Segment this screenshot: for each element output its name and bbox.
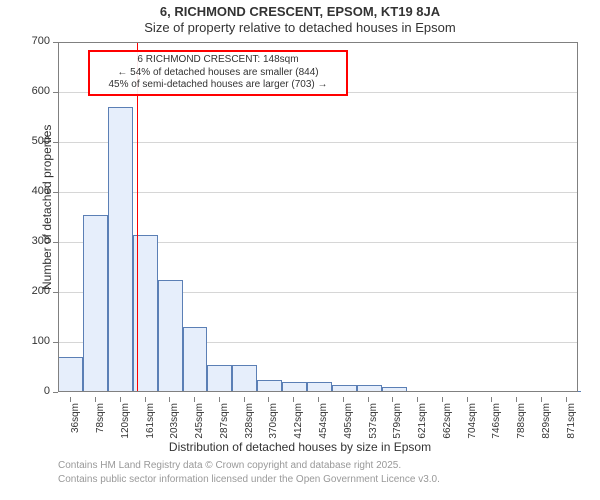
- x-tick-label: 746sqm: [491, 403, 502, 439]
- y-tick-label: 700: [32, 35, 50, 47]
- x-tick-label: 871sqm: [566, 403, 577, 439]
- y-tick-label: 100: [32, 335, 50, 347]
- x-tick-label: 704sqm: [467, 403, 478, 439]
- x-tick-label: 287sqm: [219, 403, 230, 439]
- x-tick-label: 788sqm: [516, 403, 527, 439]
- y-tick-label: 600: [32, 85, 50, 97]
- x-tick-label: 120sqm: [120, 403, 131, 439]
- x-tick-label: 36sqm: [70, 403, 81, 433]
- plot-border: [58, 42, 578, 392]
- chart-title-line2: Size of property relative to detached ho…: [0, 20, 600, 35]
- x-axis-label: Distribution of detached houses by size …: [0, 440, 600, 454]
- y-tick-label: 300: [32, 235, 50, 247]
- x-tick-label: 78sqm: [95, 403, 106, 433]
- y-tick-label: 500: [32, 135, 50, 147]
- x-tick-label: 621sqm: [417, 403, 428, 439]
- x-tick-label: 203sqm: [169, 403, 180, 439]
- credits-line1: Contains HM Land Registry data © Crown c…: [58, 460, 401, 471]
- y-tick-label: 400: [32, 185, 50, 197]
- y-axis-label: Number of detached properties: [40, 125, 54, 290]
- plot-area: 6 RICHMOND CRESCENT: 148sqm ← 54% of det…: [58, 42, 578, 392]
- x-tick-label: 829sqm: [541, 403, 552, 439]
- x-tick-label: 537sqm: [368, 403, 379, 439]
- chart-container: 6, RICHMOND CRESCENT, EPSOM, KT19 8JA Si…: [0, 0, 600, 500]
- x-tick-label: 454sqm: [318, 403, 329, 439]
- x-tick-label: 662sqm: [442, 403, 453, 439]
- x-tick-label: 412sqm: [293, 403, 304, 439]
- x-tick-label: 161sqm: [145, 403, 156, 439]
- x-tick-label: 245sqm: [194, 403, 205, 439]
- y-tick-label: 200: [32, 285, 50, 297]
- y-tick-label: 0: [44, 385, 50, 397]
- chart-title-line1: 6, RICHMOND CRESCENT, EPSOM, KT19 8JA: [0, 4, 600, 19]
- x-tick-label: 370sqm: [268, 403, 279, 439]
- x-tick-label: 328sqm: [244, 403, 255, 439]
- x-tick-label: 495sqm: [343, 403, 354, 439]
- credits-line2: Contains public sector information licen…: [58, 474, 440, 485]
- x-tick-label: 579sqm: [392, 403, 403, 439]
